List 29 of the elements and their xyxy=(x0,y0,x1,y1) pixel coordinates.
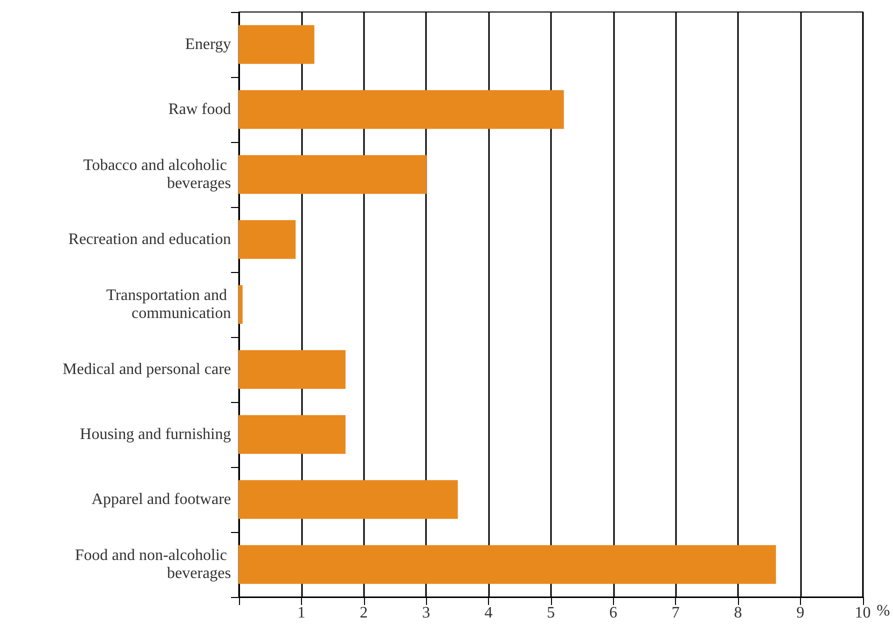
x-tick-label: 9 xyxy=(796,604,804,622)
y-tick-label: Food and non-alcoholic beverages xyxy=(75,547,231,582)
x-tick-label: 1 xyxy=(297,604,306,622)
x-tick-label: 10 xyxy=(854,604,871,622)
bar xyxy=(238,25,314,64)
x-tick-label: 7 xyxy=(672,604,680,622)
x-tick-label: 2 xyxy=(360,604,368,622)
x-axis-title: % xyxy=(876,602,890,620)
y-tick-label: Recreation and education xyxy=(68,231,231,248)
x-tick-label: 6 xyxy=(609,604,618,622)
y-tick-label: Energy xyxy=(185,36,231,53)
y-tick-label: Transportation and communication xyxy=(106,287,231,322)
bar xyxy=(238,350,346,389)
y-tick-label: Tobacco and alcoholic beverages xyxy=(83,157,231,192)
bar xyxy=(238,155,427,194)
bar xyxy=(238,90,564,129)
x-tick-label: 5 xyxy=(546,604,555,622)
bar xyxy=(238,285,243,324)
bar xyxy=(238,480,458,519)
bar xyxy=(238,220,296,259)
y-tick-label: Medical and personal care xyxy=(62,361,231,378)
x-tick-label: 8 xyxy=(734,604,742,622)
bar xyxy=(238,415,346,454)
y-tick-label: Raw food xyxy=(168,101,231,118)
x-tick-label: 3 xyxy=(422,604,430,622)
y-tick-label: Housing and furnishing xyxy=(80,426,231,443)
bar xyxy=(238,545,776,584)
x-tick-label: 4 xyxy=(484,604,493,622)
y-tick-label: Apparel and footware xyxy=(92,491,231,508)
